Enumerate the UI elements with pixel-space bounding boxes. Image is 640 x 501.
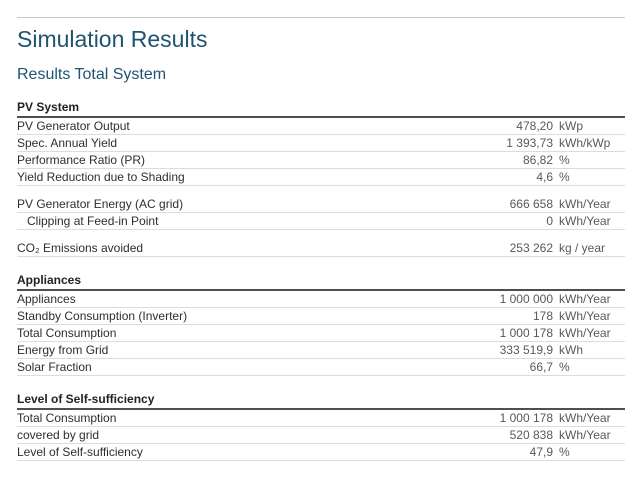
row-unit: kWh/Year xyxy=(559,428,611,442)
row-unit: % xyxy=(559,153,570,167)
table-row: Spec. Annual Yield 1 393,73 kWh/kWp xyxy=(17,135,625,152)
table-row: covered by grid 520 838 kWh/Year xyxy=(17,427,625,444)
row-label: Level of Self-sufficiency xyxy=(17,445,143,459)
section-self-sufficiency: Level of Self-sufficiency Total Consumpt… xyxy=(17,392,625,461)
row-value: 1 000 000 xyxy=(499,292,553,306)
table-row: PV Generator Energy (AC grid) 666 658 kW… xyxy=(17,196,625,213)
row-label: Total Consumption xyxy=(17,326,117,340)
row-unit: kg / year xyxy=(559,241,606,255)
table-row: Clipping at Feed-in Point 0 kWh/Year xyxy=(17,213,625,230)
row-value: 253 262 xyxy=(509,241,553,255)
table-row: Level of Self-sufficiency 47,9 % xyxy=(17,444,625,461)
section-heading: PV System xyxy=(17,100,625,118)
row-unit: kWh/Year xyxy=(559,411,611,425)
table-row: Energy from Grid 333 519,9 kWh xyxy=(17,342,625,359)
row-value: 66,7 xyxy=(529,360,553,374)
row-unit: kWh/Year xyxy=(559,326,611,340)
row-unit: kWh/Year xyxy=(559,197,611,211)
row-label: Total Consumption xyxy=(17,411,117,425)
row-value: 666 658 xyxy=(509,197,553,211)
row-unit: % xyxy=(559,445,570,459)
table-row: Total Consumption 1 000 178 kWh/Year xyxy=(17,325,625,342)
row-value: 478,20 xyxy=(516,119,553,133)
row-unit: kWh/Year xyxy=(559,214,611,228)
row-group: PV Generator Output 478,20 kWp Spec. Ann… xyxy=(17,118,625,186)
row-unit: kWh/Year xyxy=(559,309,611,323)
row-value: 1 393,73 xyxy=(506,136,553,150)
row-label: CO₂ Emissions avoided xyxy=(17,241,144,255)
table-row: Solar Fraction 66,7 % xyxy=(17,359,625,376)
row-label: PV Generator Output xyxy=(17,119,130,133)
row-value: 4,6 xyxy=(536,170,553,184)
row-label: Spec. Annual Yield xyxy=(17,136,118,150)
row-value: 333 519,9 xyxy=(499,343,553,357)
section-heading: Appliances xyxy=(17,273,625,291)
table-row: Total Consumption 1 000 178 kWh/Year xyxy=(17,410,625,427)
row-value: 0 xyxy=(546,214,553,228)
row-label: covered by grid xyxy=(17,428,100,442)
row-unit: kWp xyxy=(559,119,583,133)
row-value: 47,9 xyxy=(529,445,553,459)
row-label: Appliances xyxy=(17,292,76,306)
row-value: 1 000 178 xyxy=(499,326,553,340)
row-unit: % xyxy=(559,170,570,184)
row-unit: kWh xyxy=(559,343,583,357)
row-label: Performance Ratio (PR) xyxy=(17,153,146,167)
row-value: 1 000 178 xyxy=(499,411,553,425)
row-group: Total Consumption 1 000 178 kWh/Year cov… xyxy=(17,410,625,461)
section-heading: Level of Self-sufficiency xyxy=(17,392,625,410)
row-label: Standby Consumption (Inverter) xyxy=(17,309,188,323)
section-pv-system: PV System PV Generator Output 478,20 kWp… xyxy=(17,100,625,257)
row-unit: kWh/kWp xyxy=(559,136,611,150)
row-label: Yield Reduction due to Shading xyxy=(17,170,185,184)
row-value: 520 838 xyxy=(509,428,553,442)
row-group: CO₂ Emissions avoided 253 262 kg / year xyxy=(17,240,625,257)
table-row: PV Generator Output 478,20 kWp xyxy=(17,118,625,135)
row-label: Clipping at Feed-in Point xyxy=(27,214,159,228)
top-divider xyxy=(17,17,625,18)
row-value: 86,82 xyxy=(522,153,553,167)
page-title: Simulation Results xyxy=(17,26,208,52)
table-row: Yield Reduction due to Shading 4,6 % xyxy=(17,169,625,186)
table-row: CO₂ Emissions avoided 253 262 kg / year xyxy=(17,240,625,257)
page-subtitle: Results Total System xyxy=(17,66,167,83)
row-label: Energy from Grid xyxy=(17,343,109,357)
row-value: 178 xyxy=(532,309,553,323)
table-row: Standby Consumption (Inverter) 178 kWh/Y… xyxy=(17,308,625,325)
row-unit: kWh/Year xyxy=(559,292,611,306)
row-unit: % xyxy=(559,360,570,374)
row-group: PV Generator Energy (AC grid) 666 658 kW… xyxy=(17,196,625,230)
row-group: Appliances 1 000 000 kWh/Year Standby Co… xyxy=(17,291,625,376)
section-appliances: Appliances Appliances 1 000 000 kWh/Year… xyxy=(17,273,625,376)
row-label: Solar Fraction xyxy=(17,360,92,374)
table-row: Appliances 1 000 000 kWh/Year xyxy=(17,291,625,308)
table-row: Performance Ratio (PR) 86,82 % xyxy=(17,152,625,169)
row-label: PV Generator Energy (AC grid) xyxy=(17,197,184,211)
